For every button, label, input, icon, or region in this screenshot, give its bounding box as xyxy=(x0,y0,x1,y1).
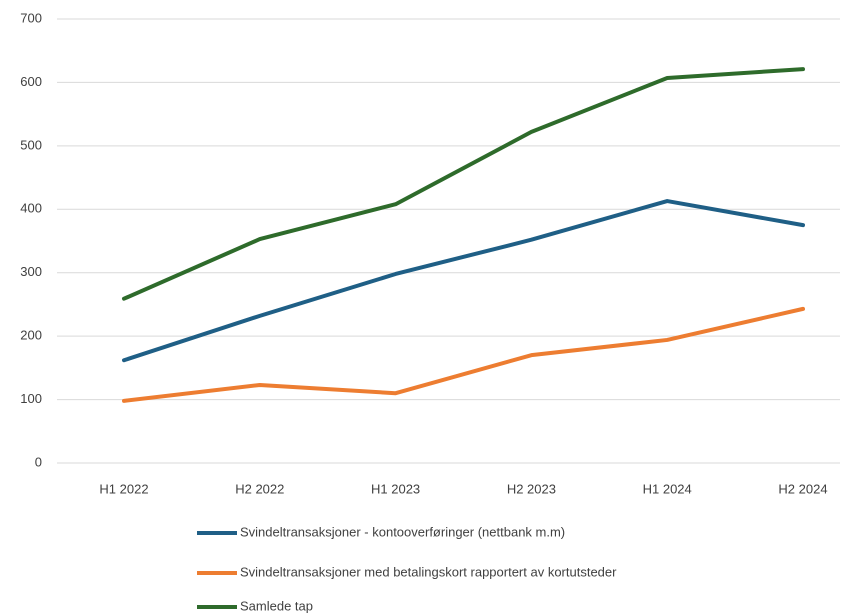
y-tick-label: 700 xyxy=(20,10,42,25)
legend-label: Svindeltransaksjoner - kontooverføringer… xyxy=(240,524,565,539)
y-tick-label: 500 xyxy=(20,137,42,152)
series-line xyxy=(122,67,805,301)
x-tick-label: H2 2023 xyxy=(507,481,556,496)
legend-label: Samlede tap xyxy=(240,598,313,613)
x-tick-label: H2 2022 xyxy=(235,481,284,496)
x-tick-label: H1 2022 xyxy=(99,481,148,496)
y-tick-label: 100 xyxy=(20,391,42,406)
y-tick-label: 400 xyxy=(20,201,42,216)
legend-label: Svindeltransaksjoner med betalingskort r… xyxy=(240,564,617,579)
y-tick-label: 300 xyxy=(20,264,42,279)
x-tick-label: H2 2024 xyxy=(778,481,827,496)
series-line xyxy=(122,199,805,363)
x-tick-label: H1 2024 xyxy=(643,481,692,496)
y-tick-label: 0 xyxy=(35,454,42,469)
x-tick-label: H1 2023 xyxy=(371,481,420,496)
y-tick-label: 200 xyxy=(20,328,42,343)
y-tick-label: 600 xyxy=(20,74,42,89)
series-line xyxy=(122,306,805,403)
